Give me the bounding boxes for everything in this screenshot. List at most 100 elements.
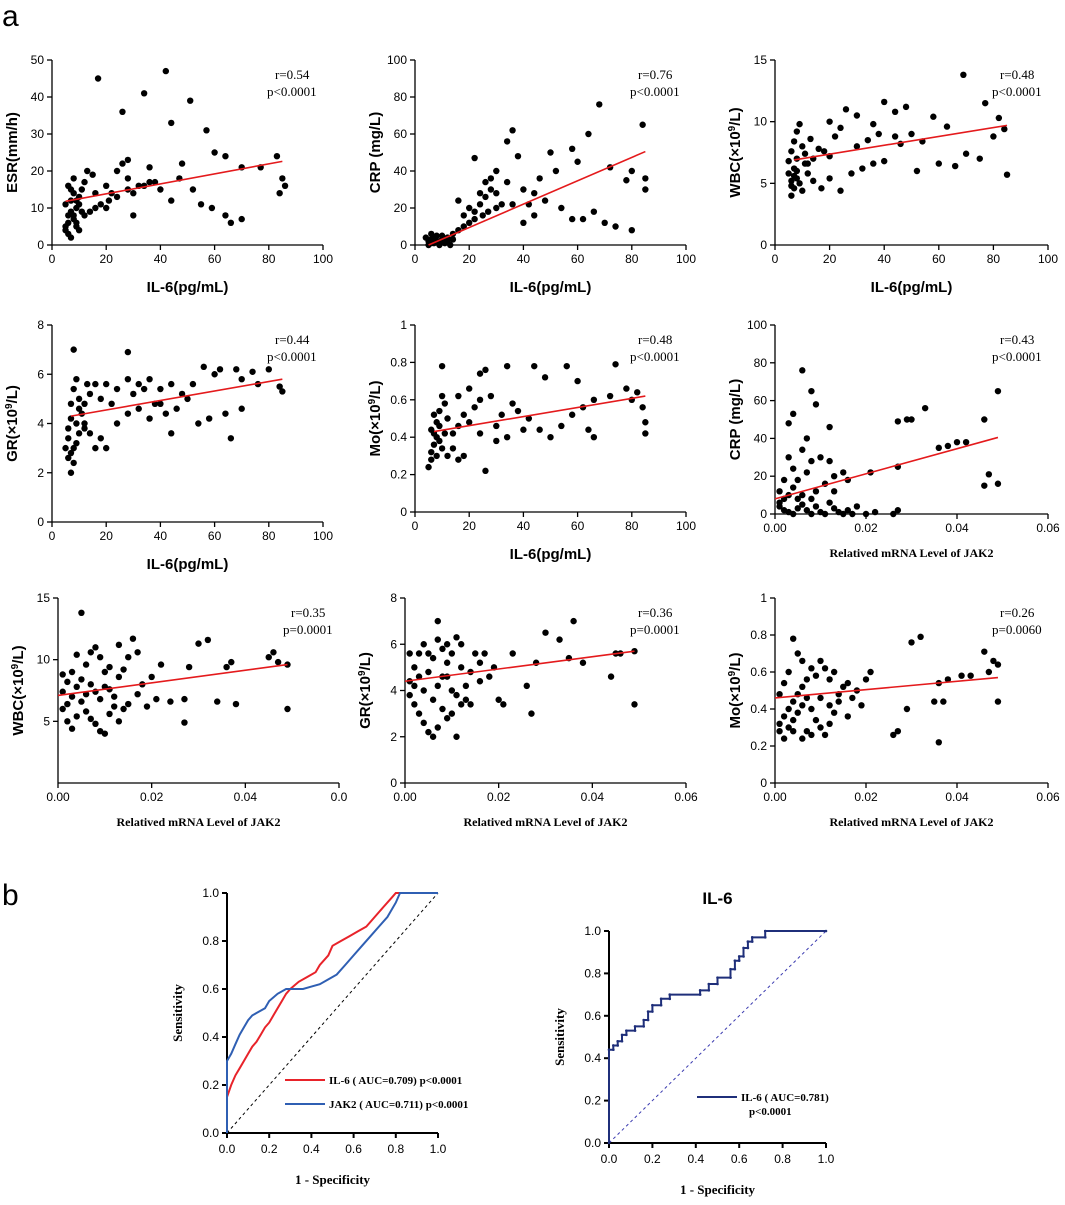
data-point xyxy=(482,366,489,374)
data-point xyxy=(799,446,806,453)
data-point xyxy=(826,118,833,125)
x-tick-label: 0.4 xyxy=(303,1142,320,1156)
roc-point xyxy=(607,1048,611,1052)
y-axis-label: GR(×109/L) xyxy=(357,652,375,729)
x-tick-label: 0.0 xyxy=(601,1152,618,1166)
data-point xyxy=(808,665,815,672)
x-tick-label: 40 xyxy=(878,252,892,266)
data-point xyxy=(67,415,75,422)
data-point xyxy=(817,657,824,665)
data-point xyxy=(1003,171,1011,178)
data-point xyxy=(70,385,77,393)
data-point xyxy=(953,438,961,446)
data-point xyxy=(844,507,851,514)
data-point xyxy=(97,435,104,442)
roc-point xyxy=(612,1048,615,1052)
chart-wbc-jak2: 0.00 0.02 0.04 0.0 5 10 15 Relatived mRNA Level… xyxy=(10,591,348,829)
y-tick-label: 0.8 xyxy=(750,628,767,642)
data-point xyxy=(790,484,797,491)
data-point xyxy=(222,212,229,219)
roc-point xyxy=(625,1033,628,1037)
correlation-p: p<0.0001 xyxy=(630,349,680,364)
correlation-r: r=0.48 xyxy=(638,332,672,347)
data-point xyxy=(776,691,783,698)
data-point xyxy=(476,370,484,377)
data-point xyxy=(471,215,478,223)
data-point xyxy=(279,388,286,395)
data-point xyxy=(881,98,888,106)
data-point xyxy=(65,435,72,442)
data-point xyxy=(487,392,495,400)
data-point xyxy=(279,175,286,182)
data-point xyxy=(111,693,118,700)
data-point xyxy=(434,617,441,625)
data-point xyxy=(940,698,947,705)
y-tick-label: 20 xyxy=(31,164,45,178)
data-point xyxy=(790,716,797,724)
x-tick-label: 0.02 xyxy=(487,790,511,804)
data-point xyxy=(801,160,809,167)
data-point xyxy=(803,435,811,442)
data-point xyxy=(858,702,865,709)
data-point xyxy=(962,438,970,446)
data-point xyxy=(105,197,113,204)
data-point xyxy=(830,473,838,480)
data-point xyxy=(484,208,492,215)
data-point xyxy=(951,162,959,170)
data-point xyxy=(67,400,75,407)
data-point xyxy=(902,103,910,111)
x-tick-label: 0.00 xyxy=(46,790,70,804)
data-point xyxy=(106,663,113,671)
reference-diagonal xyxy=(226,892,439,1134)
y-tick-label: 0.6 xyxy=(584,1009,601,1023)
y-tick-label: 5 xyxy=(43,714,50,728)
data-point xyxy=(821,731,829,739)
data-point xyxy=(642,175,649,182)
y-tick-label: 100 xyxy=(747,318,767,332)
y-tick-label: 15 xyxy=(37,591,51,605)
x-tick-label: 0.2 xyxy=(644,1152,661,1166)
data-point xyxy=(631,701,638,708)
chart-title: IL-6 xyxy=(702,889,732,908)
data-point xyxy=(780,476,788,484)
y-tick-label: 0 xyxy=(760,238,767,252)
data-point xyxy=(788,177,795,185)
data-point xyxy=(590,434,598,441)
roc-point xyxy=(633,1025,637,1028)
data-point xyxy=(441,430,449,437)
roc-point xyxy=(729,967,732,971)
regression-line xyxy=(428,150,646,246)
data-point xyxy=(994,661,1002,668)
data-point xyxy=(982,99,989,107)
data-point xyxy=(493,167,500,175)
data-point xyxy=(462,696,470,703)
correlation-r: r=0.54 xyxy=(275,67,310,82)
data-point xyxy=(493,437,500,445)
data-point xyxy=(97,201,104,208)
data-point xyxy=(842,106,850,113)
data-point xyxy=(793,167,801,175)
data-point xyxy=(803,507,811,514)
data-point xyxy=(623,385,630,392)
data-point xyxy=(59,688,66,695)
data-point xyxy=(146,375,153,383)
x-tick-label: 60 xyxy=(208,529,222,543)
x-tick-label: 0.04 xyxy=(945,521,969,535)
data-point xyxy=(162,67,170,75)
y-tick-label: 0 xyxy=(390,776,397,790)
data-point xyxy=(108,400,115,407)
roc-point xyxy=(716,976,719,979)
data-point xyxy=(429,654,437,662)
data-point xyxy=(776,488,783,495)
data-point xyxy=(65,454,72,462)
data-point xyxy=(579,659,587,666)
data-point xyxy=(958,672,965,679)
x-tick-label: 0.02 xyxy=(140,790,164,804)
data-point xyxy=(935,739,942,746)
y-tick-label: 1 xyxy=(760,591,767,605)
data-point xyxy=(205,415,213,422)
data-point xyxy=(134,691,141,698)
x-tick-label: 0 xyxy=(412,252,419,266)
data-point xyxy=(62,201,69,208)
x-tick-label: 0.4 xyxy=(687,1152,704,1166)
